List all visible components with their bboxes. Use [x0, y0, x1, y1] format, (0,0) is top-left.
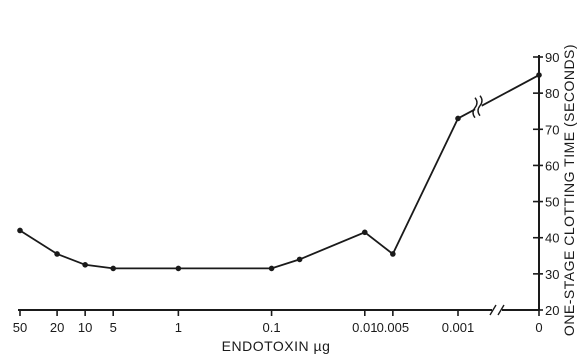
y-axis-label: ONE-STAGE CLOTTING TIME (SECONDS) — [561, 44, 577, 336]
data-point — [175, 265, 182, 272]
y-tick-label: 20 — [545, 303, 559, 318]
y-tick-label: 60 — [545, 158, 559, 173]
y-ticks: 20 30 40 50 60 70 80 90 — [533, 50, 559, 318]
data-point — [361, 229, 368, 236]
axis-labels: ENDOTOXIN µg ONE-STAGE CLOTTING TIME (SEC… — [222, 44, 577, 354]
data-point — [268, 265, 275, 272]
data-point — [110, 265, 117, 272]
x-tick-label: 0.001 — [442, 320, 475, 335]
line-break-mark — [477, 95, 483, 117]
y-tick-label: 70 — [545, 122, 559, 137]
data-point — [455, 115, 461, 122]
x-tick-label: 5 — [110, 320, 117, 335]
x-tick-label: 10 — [78, 320, 92, 335]
axes — [18, 55, 540, 316]
line-break-mark — [472, 97, 478, 119]
series-line — [19, 74, 540, 270]
y-tick-label: 50 — [545, 195, 559, 210]
x-ticks: 50 20 10 5 1 0.1 0.01 0.005 0.001 0 — [13, 310, 543, 335]
data-point — [17, 227, 23, 234]
y-tick-label: 90 — [545, 50, 559, 65]
data-point — [54, 251, 60, 257]
data-point — [296, 256, 303, 263]
y-tick-label: 80 — [545, 86, 559, 101]
x-axis-break-mark — [497, 304, 505, 316]
x-tick-label: 20 — [50, 320, 64, 335]
y-tick-label: 40 — [545, 231, 559, 246]
x-tick-label: 1 — [175, 320, 182, 335]
x-tick-label: 0.01 — [352, 320, 377, 335]
series-group — [17, 72, 542, 272]
data-point — [536, 72, 542, 78]
data-point — [82, 262, 88, 268]
y-tick-label: 30 — [545, 267, 559, 282]
x-tick-label: 0.005 — [377, 320, 410, 335]
x-tick-label: 50 — [13, 320, 27, 335]
x-axis-label: ENDOTOXIN µg — [222, 338, 331, 354]
data-point — [390, 251, 396, 257]
x-tick-label: 0 — [535, 320, 542, 335]
x-axis-break-mark — [489, 304, 497, 316]
x-tick-label: 0.1 — [263, 320, 281, 335]
